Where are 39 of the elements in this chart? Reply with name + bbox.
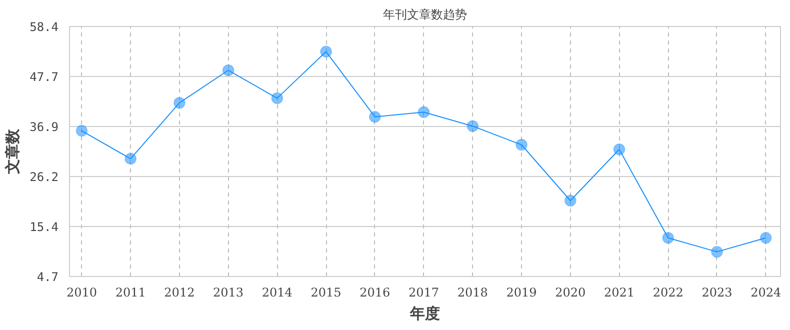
point (710, 246, 723, 258)
point (124, 152, 137, 165)
x-tick-label: 2023 (702, 286, 732, 300)
y-tick-label: 36.9 (30, 120, 59, 134)
y-tick-label: 58.4 (30, 20, 59, 34)
x-tick-label: 2021 (604, 286, 635, 300)
x-tick-label: 2010 (66, 286, 97, 300)
point (760, 232, 772, 244)
y-tick-label: 47.7 (30, 70, 59, 84)
x-tick-label: 2012 (164, 286, 195, 300)
x-tick-label: 2013 (213, 286, 244, 300)
point (466, 120, 479, 132)
point (613, 143, 626, 156)
x-tick-label: 2011 (115, 286, 146, 300)
y-axis-title: 文章数 (4, 128, 22, 175)
x-tick-label: 2018 (457, 286, 488, 300)
point (516, 138, 528, 151)
point (222, 64, 234, 76)
y-tick-label: 4.7 (36, 270, 59, 284)
point (662, 232, 674, 244)
y-tick-label: 26.2 (30, 170, 59, 184)
x-tick-label: 2024 (750, 286, 782, 300)
x-axis-title: 年度 (409, 304, 440, 322)
x-tick-label: 2017 (408, 286, 440, 300)
point (418, 106, 430, 118)
x-tick-label: 2016 (360, 286, 390, 300)
point (368, 110, 381, 123)
x-tick-label: 2014 (262, 286, 293, 300)
point (76, 124, 88, 137)
point (564, 194, 576, 207)
chart-title: 年刊文章数趋势 (383, 8, 467, 22)
point (320, 46, 332, 58)
point (271, 92, 284, 104)
x-tick-label: 2015 (310, 286, 342, 300)
y-tick-label: 15.4 (30, 220, 59, 234)
point (173, 96, 186, 109)
x-tick-label: 2019 (506, 286, 537, 300)
x-tick-label: 2022 (652, 286, 684, 300)
x-tick-label: 2020 (555, 286, 586, 300)
